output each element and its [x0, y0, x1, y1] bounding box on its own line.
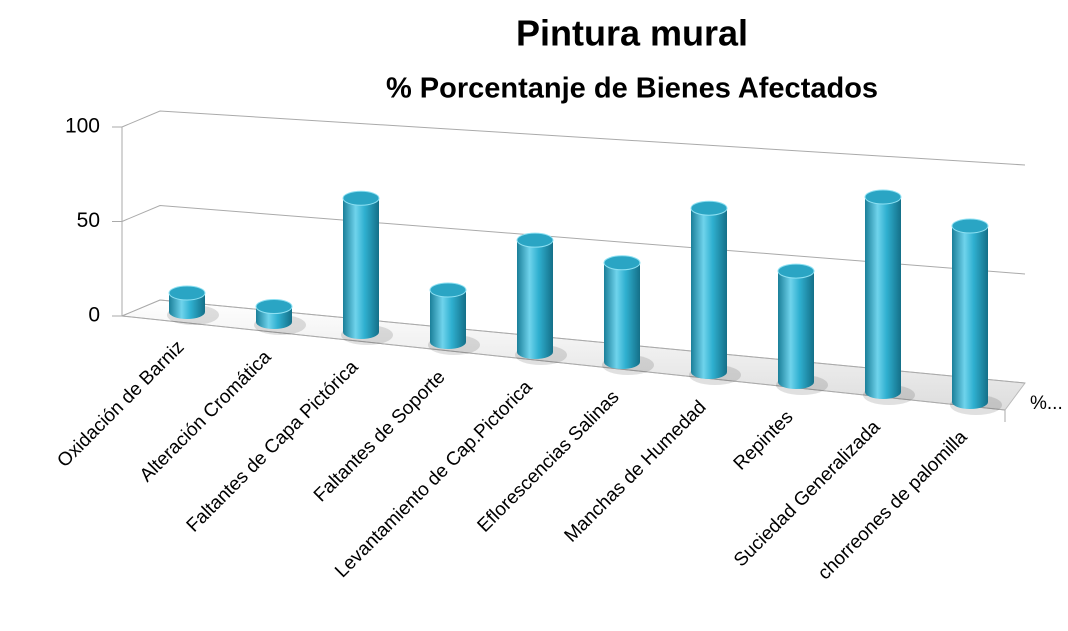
grid-line — [121, 204, 1026, 275]
x-tick-label: Faltantes de Capa Pictórica — [183, 356, 363, 536]
legend-label: %... — [1030, 393, 1063, 414]
bar — [167, 285, 219, 325]
bar-top — [429, 282, 467, 298]
bar-body — [865, 197, 901, 399]
y-tick-label: 50 — [77, 209, 100, 232]
bar-body — [691, 208, 727, 379]
bar-body — [430, 290, 466, 349]
y-tick-label: 0 — [88, 304, 100, 327]
bar-body — [952, 226, 988, 409]
bar — [428, 282, 480, 355]
bar-top — [516, 232, 554, 248]
bar-top — [168, 285, 206, 301]
bar-top — [951, 218, 989, 234]
x-tick-label: Levantamiento de Cap.Pictorica — [331, 376, 537, 582]
bar-top — [690, 200, 728, 216]
chart-title: Pintura mural — [516, 13, 748, 54]
grid-line — [121, 299, 1026, 384]
bar — [515, 232, 567, 365]
bar-top — [342, 190, 380, 206]
bar — [341, 190, 393, 345]
bar — [689, 200, 741, 385]
bar — [863, 189, 915, 405]
bar — [254, 299, 306, 335]
bar — [776, 263, 828, 395]
bar — [602, 255, 654, 375]
bar-body — [778, 271, 814, 389]
x-axis — [121, 315, 1006, 411]
y-tick-label: 100 — [65, 115, 100, 138]
bar-body — [343, 198, 379, 339]
x-tick-label: Repintes — [730, 407, 798, 475]
grid-line — [121, 110, 1026, 166]
bar-top — [255, 299, 293, 315]
bar-top — [777, 263, 815, 279]
bar-top — [864, 189, 902, 205]
bar-top — [603, 255, 641, 271]
bar-body — [517, 240, 553, 359]
bar-body — [604, 262, 640, 369]
chart-subtitle: % Porcentanje de Bienes Afectados — [386, 73, 878, 105]
bar — [950, 218, 1002, 415]
